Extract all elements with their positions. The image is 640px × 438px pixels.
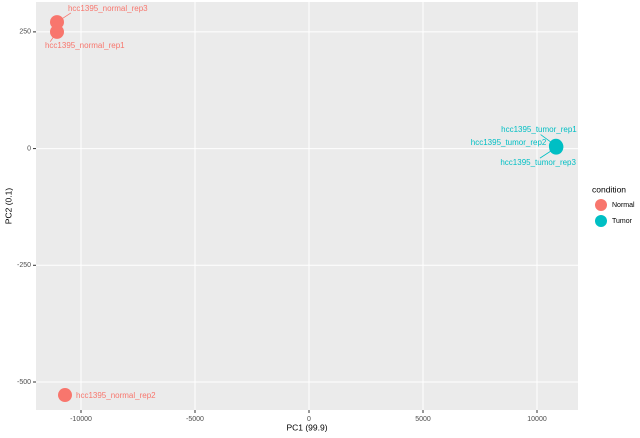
point-label: hcc1395_tumor_rep2 bbox=[471, 138, 547, 147]
legend-key bbox=[595, 215, 607, 227]
x-tick-label: 0 bbox=[307, 416, 311, 423]
y-tick-label: 0 bbox=[27, 145, 31, 152]
point-label: hcc1395_tumor_rep1 bbox=[501, 125, 577, 134]
legend-key bbox=[595, 199, 607, 211]
legend-label: Tumor bbox=[612, 218, 633, 225]
panel bbox=[36, 2, 578, 410]
legend-label: Normal bbox=[612, 202, 635, 209]
x-tick-label: 5000 bbox=[415, 416, 431, 423]
x-tick-label: -5000 bbox=[186, 416, 204, 423]
point bbox=[58, 388, 73, 403]
legend-title: condition bbox=[592, 184, 626, 194]
label-connector bbox=[49, 31, 58, 42]
x-tick-label: -10000 bbox=[70, 416, 92, 423]
label-connector bbox=[56, 12, 72, 23]
x-tick-label: 10000 bbox=[527, 416, 547, 423]
point-label: hcc1395_normal_rep1 bbox=[45, 41, 125, 50]
y-tick-label: -250 bbox=[17, 262, 31, 269]
y-axis-title: PC2 (0.1) bbox=[3, 188, 13, 225]
point-label: hcc1395_normal_rep2 bbox=[76, 391, 156, 400]
point-label: hcc1395_tumor_rep3 bbox=[500, 158, 576, 167]
y-tick-label: 250 bbox=[19, 29, 31, 36]
point-label: hcc1395_normal_rep3 bbox=[68, 4, 148, 13]
label-connector bbox=[539, 147, 557, 159]
y-tick-label: -500 bbox=[17, 379, 31, 386]
x-axis-title: PC1 (99.9) bbox=[286, 422, 327, 432]
